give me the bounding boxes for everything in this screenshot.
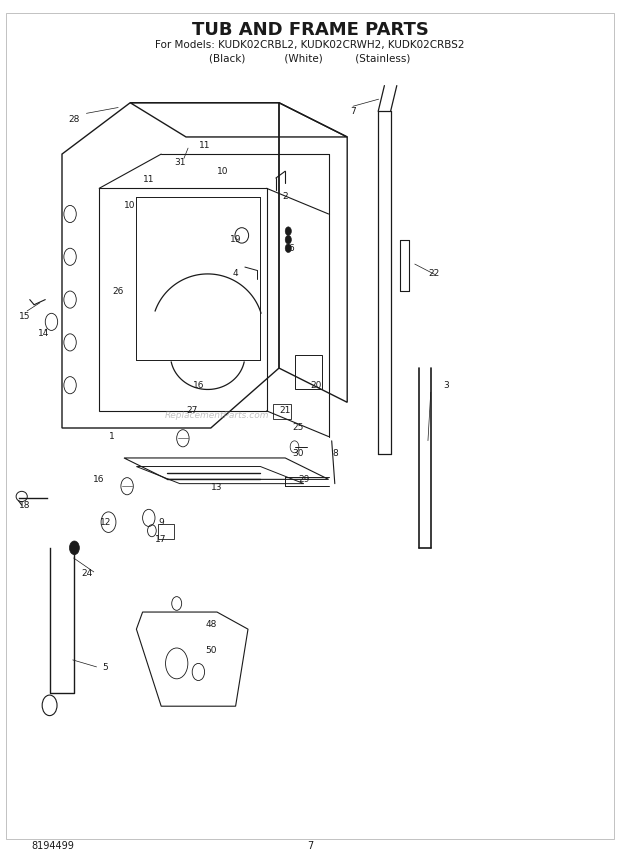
Text: 7: 7 bbox=[350, 107, 356, 116]
Text: 2: 2 bbox=[282, 193, 288, 201]
Bar bbox=[294, 355, 322, 389]
Text: 9: 9 bbox=[158, 518, 164, 526]
Text: 13: 13 bbox=[211, 484, 223, 492]
Text: 1: 1 bbox=[108, 432, 115, 441]
Text: 12: 12 bbox=[100, 518, 111, 526]
Text: 11: 11 bbox=[143, 175, 154, 184]
Text: For Models: KUDK02CRBL2, KUDK02CRWH2, KUDK02CRBS2: For Models: KUDK02CRBL2, KUDK02CRWH2, KU… bbox=[155, 40, 465, 51]
Bar bbox=[273, 404, 291, 419]
Bar bbox=[158, 524, 174, 539]
Text: 48: 48 bbox=[205, 621, 216, 629]
Text: 29: 29 bbox=[298, 475, 309, 484]
Text: 21: 21 bbox=[280, 407, 291, 415]
Text: 28: 28 bbox=[69, 116, 80, 124]
Text: 16: 16 bbox=[94, 475, 105, 484]
Text: 25: 25 bbox=[292, 424, 303, 432]
Text: 19: 19 bbox=[230, 235, 241, 244]
Text: 20: 20 bbox=[311, 381, 322, 389]
Text: TUB AND FRAME PARTS: TUB AND FRAME PARTS bbox=[192, 21, 428, 39]
Text: 31: 31 bbox=[174, 158, 185, 167]
Circle shape bbox=[285, 244, 291, 253]
Text: 26: 26 bbox=[112, 287, 123, 295]
Text: 50: 50 bbox=[205, 646, 216, 655]
Circle shape bbox=[69, 541, 79, 555]
Text: (Black)            (White)          (Stainless): (Black) (White) (Stainless) bbox=[210, 53, 410, 63]
Circle shape bbox=[285, 227, 291, 235]
Text: 30: 30 bbox=[292, 449, 303, 458]
Text: 27: 27 bbox=[187, 407, 198, 415]
Text: 7: 7 bbox=[307, 841, 313, 851]
Circle shape bbox=[285, 235, 291, 244]
Text: 10: 10 bbox=[125, 201, 136, 210]
Text: 14: 14 bbox=[38, 330, 49, 338]
Text: 8: 8 bbox=[332, 449, 338, 458]
Text: 18: 18 bbox=[19, 501, 30, 509]
Text: 24: 24 bbox=[81, 569, 92, 578]
Text: 22: 22 bbox=[428, 270, 440, 278]
Text: 5: 5 bbox=[102, 663, 108, 672]
Text: 17: 17 bbox=[156, 535, 167, 544]
Text: 4: 4 bbox=[232, 270, 239, 278]
Text: 10: 10 bbox=[218, 167, 229, 175]
Text: 3: 3 bbox=[443, 381, 449, 389]
Text: 11: 11 bbox=[199, 141, 210, 150]
Text: 16: 16 bbox=[193, 381, 204, 389]
Text: 6: 6 bbox=[288, 244, 294, 253]
Text: 15: 15 bbox=[19, 312, 30, 321]
Text: ReplacementParts.com: ReplacementParts.com bbox=[165, 411, 269, 419]
Text: 8194499: 8194499 bbox=[31, 841, 74, 851]
